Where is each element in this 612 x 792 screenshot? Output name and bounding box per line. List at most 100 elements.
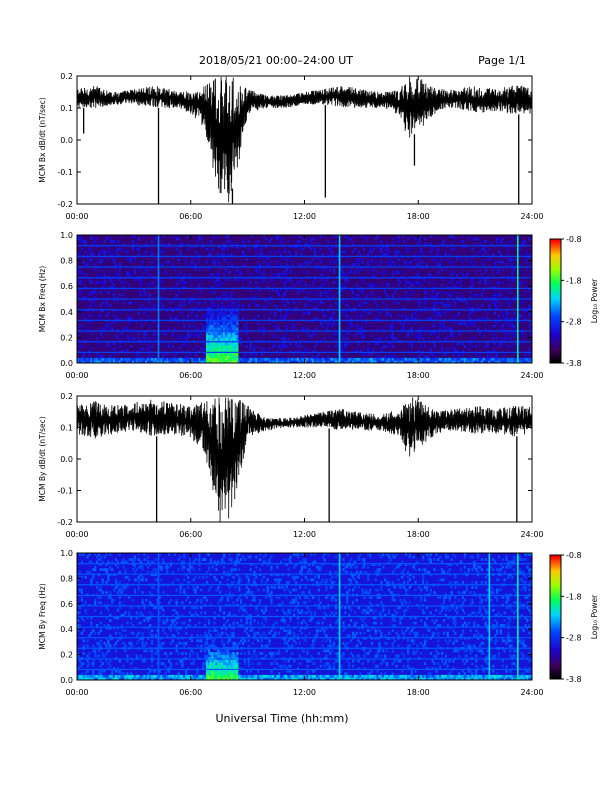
spectrogram-cell: [505, 309, 508, 313]
spectrogram-cell: [211, 286, 214, 290]
spectrogram-cell: [403, 240, 406, 243]
spectrogram-cell: [249, 619, 252, 622]
spectrogram-cell: [190, 639, 193, 643]
spectrogram-cell: [143, 626, 146, 630]
spectrogram-cell: [416, 273, 419, 277]
spectrogram-cell: [166, 619, 169, 622]
spectrogram-cell: [315, 360, 319, 363]
spectrogram-cell: [279, 360, 283, 363]
spectrogram-cell: [149, 250, 152, 254]
spectrogram-cell: [291, 677, 294, 680]
spectrogram-cell: [355, 314, 358, 318]
spectrogram-cell: [224, 291, 228, 295]
spectrogram-cell: [382, 245, 385, 249]
spectrogram-cell: [162, 629, 165, 633]
spectrogram-cell: [186, 355, 190, 359]
spectrogram-cell: [274, 360, 277, 363]
spectrogram-cell: [196, 301, 199, 305]
spectrogram-cell: [224, 342, 228, 346]
spectrogram-cell: [238, 337, 241, 341]
spectrogram-cell: [105, 345, 108, 348]
spectrogram-cell: [295, 350, 298, 354]
spectrogram-cell: [188, 652, 192, 655]
spectrogram-cell: [513, 296, 516, 300]
spectrogram-cell: [296, 288, 300, 292]
spectrogram-cell: [128, 558, 131, 561]
spectrogram-cell: [200, 588, 203, 592]
spectrogram-cell: [277, 316, 281, 320]
spectrogram-cell: [169, 357, 173, 361]
spectrogram-cell: [207, 644, 211, 648]
spectrogram-cell: [353, 357, 356, 361]
spectrogram-cell: [160, 306, 163, 310]
spectrogram-cell: [219, 606, 222, 610]
spectrogram-cell: [207, 677, 211, 680]
x-tick-label: 18:00: [407, 212, 430, 221]
spectrogram-cell: [188, 563, 192, 566]
spectrogram-cell: [230, 580, 233, 584]
spectrogram-cell: [215, 654, 218, 658]
spectrogram-cell: [386, 357, 389, 361]
spectrogram-cell: [463, 322, 466, 325]
spectrogram-cell: [319, 360, 322, 363]
spectrogram-cell: [109, 345, 112, 348]
spectrogram-cell: [137, 606, 140, 610]
spectrogram-cell: [188, 619, 192, 622]
spectrogram-cell: [177, 558, 180, 561]
spectrogram-cell: [287, 568, 290, 572]
spectrogram-cell: [139, 674, 142, 678]
spectrogram-cell: [234, 316, 237, 320]
spectrogram-cell: [268, 322, 271, 325]
spectrogram-cell: [230, 334, 233, 338]
spectrogram-cell: [270, 237, 273, 241]
spectrogram-cell: [107, 568, 110, 572]
spectrogram-cell: [276, 565, 279, 569]
spectrogram-cell: [222, 324, 226, 328]
y-tick-label: 0.2: [60, 72, 73, 81]
spectrogram-cell: [77, 360, 80, 363]
spectrogram-cell: [113, 342, 116, 346]
spectrogram-cell: [224, 352, 228, 356]
spectrogram-cell: [374, 301, 377, 305]
spectrogram-cell: [135, 641, 138, 645]
spectrogram-cell: [105, 237, 108, 241]
spectrogram-cell: [251, 299, 254, 302]
spectrogram-cell: [211, 327, 214, 331]
spectrogram-cell: [133, 565, 137, 569]
spectrogram-cell: [287, 558, 290, 561]
spectrogram-cell: [423, 301, 427, 305]
spectrogram-cell: [480, 291, 484, 295]
spectrogram-cell: [213, 355, 216, 359]
spectrogram-cell: [298, 350, 302, 354]
spectrogram-cell: [147, 245, 150, 249]
spectrogram-cell: [329, 288, 332, 292]
spectrogram-cell: [495, 240, 499, 243]
spectrogram-cell: [365, 309, 368, 313]
spectrogram-cell: [215, 360, 218, 363]
spectrogram-cell: [88, 652, 91, 655]
spectrogram-cell: [92, 575, 95, 579]
spectrogram-cell: [245, 591, 248, 594]
spectrogram-cell: [370, 283, 374, 287]
spectrogram-cell: [513, 357, 516, 361]
spectrogram-cell: [205, 337, 209, 341]
spectrogram-cell: [88, 306, 91, 310]
spectrogram-cell: [186, 357, 190, 361]
spectrogram-cell: [391, 237, 394, 241]
spectrogram-cell: [228, 240, 231, 243]
spectrogram-cell: [205, 347, 209, 351]
spectrogram-cell: [181, 360, 184, 363]
spectrogram-cell: [175, 629, 178, 633]
spectrogram-cell: [80, 575, 83, 579]
spectrogram-cell: [422, 360, 425, 363]
spectrogram-cell: [253, 296, 256, 300]
spectrogram-cell: [494, 260, 497, 264]
spectrogram-cell: [255, 677, 258, 680]
spectrogram-cell: [196, 639, 199, 643]
spectrogram-cell: [109, 237, 112, 241]
spectrogram-cell: [435, 309, 438, 313]
spectrogram-cell: [241, 641, 245, 645]
spectrogram-cell: [412, 357, 415, 361]
spectrogram-cell: [204, 662, 207, 666]
spectrogram-cell: [90, 677, 93, 680]
